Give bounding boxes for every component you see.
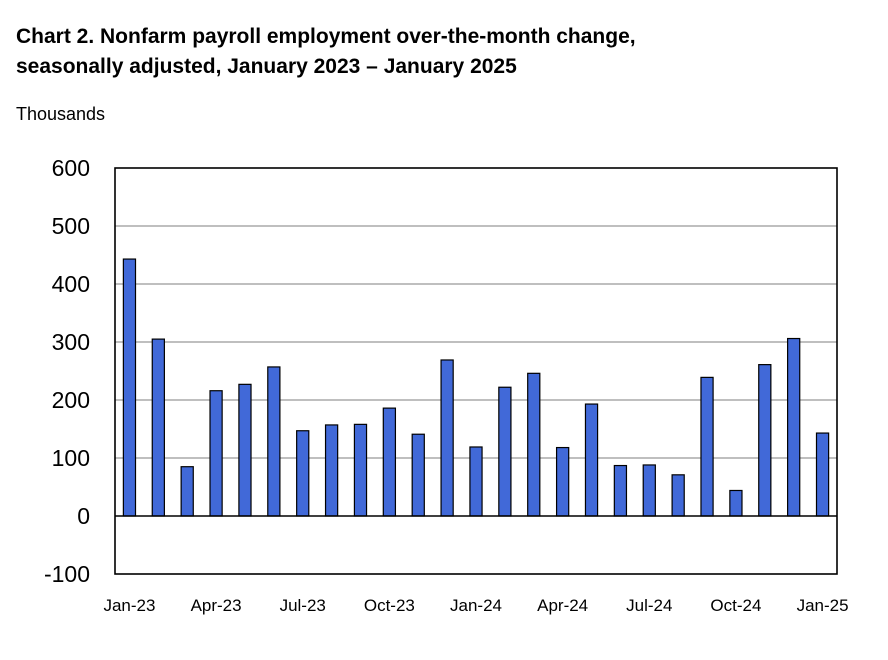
bar-Sep-24 (700, 376, 714, 517)
bar-Jul-24 (642, 464, 656, 517)
bar-Dec-23 (440, 359, 454, 517)
chart-title-line1: Chart 2. Nonfarm payroll employment over… (16, 25, 636, 48)
bar-Dec-24 (787, 337, 801, 517)
bar-Nov-23 (411, 433, 425, 517)
chart-title: Chart 2. Nonfarm payroll employment over… (16, 22, 636, 82)
bar-May-24 (584, 403, 599, 517)
y-tick-label: 300 (52, 329, 90, 355)
bar-Aug-23 (324, 424, 339, 517)
x-tick-label: Jan-25 (797, 596, 849, 615)
bar-Jun-23 (267, 366, 281, 517)
bar-Oct-23 (382, 407, 397, 517)
y-tick-label: 600 (52, 155, 90, 181)
bar-Jun-24 (613, 464, 628, 517)
bar-Oct-24 (729, 489, 743, 517)
x-tick-label: Jan-24 (450, 596, 502, 615)
x-tick-label: Oct-24 (710, 596, 761, 615)
bar-Mar-23 (180, 466, 194, 517)
bar-Apr-24 (555, 446, 570, 517)
y-tick-label: 400 (52, 271, 90, 297)
x-tick-label: Apr-24 (537, 596, 588, 615)
y-tick-label: -100 (44, 561, 90, 587)
y-tick-label: 0 (77, 503, 90, 529)
y-tick-label: 200 (52, 387, 90, 413)
bar-Feb-24 (498, 386, 512, 517)
plot-frame (114, 167, 838, 575)
y-tick-label: 100 (52, 445, 90, 471)
bar-Mar-24 (527, 372, 541, 517)
y-tick-label: 500 (52, 213, 90, 239)
x-tick-label: Jul-23 (280, 596, 326, 615)
bar-Jan-24 (469, 446, 483, 517)
bar-Aug-24 (671, 474, 685, 517)
bar-Jan-23 (122, 258, 137, 517)
x-tick-label: Jul-24 (626, 596, 672, 615)
x-tick-label: Jan-23 (103, 596, 155, 615)
bar-Jan-25 (815, 432, 830, 517)
x-tick-label: Apr-23 (191, 596, 242, 615)
chart-title-line2: seasonally adjusted, January 2023 – Janu… (16, 55, 517, 78)
bar-Sep-23 (353, 423, 368, 517)
y-axis-label: Thousands (16, 104, 106, 124)
bar-Nov-24 (758, 364, 772, 517)
x-tick-label: Oct-23 (364, 596, 415, 615)
bar-Feb-23 (151, 338, 165, 517)
bar-Jul-23 (296, 430, 310, 517)
bar-May-23 (238, 383, 252, 517)
bar-Apr-23 (209, 390, 223, 517)
